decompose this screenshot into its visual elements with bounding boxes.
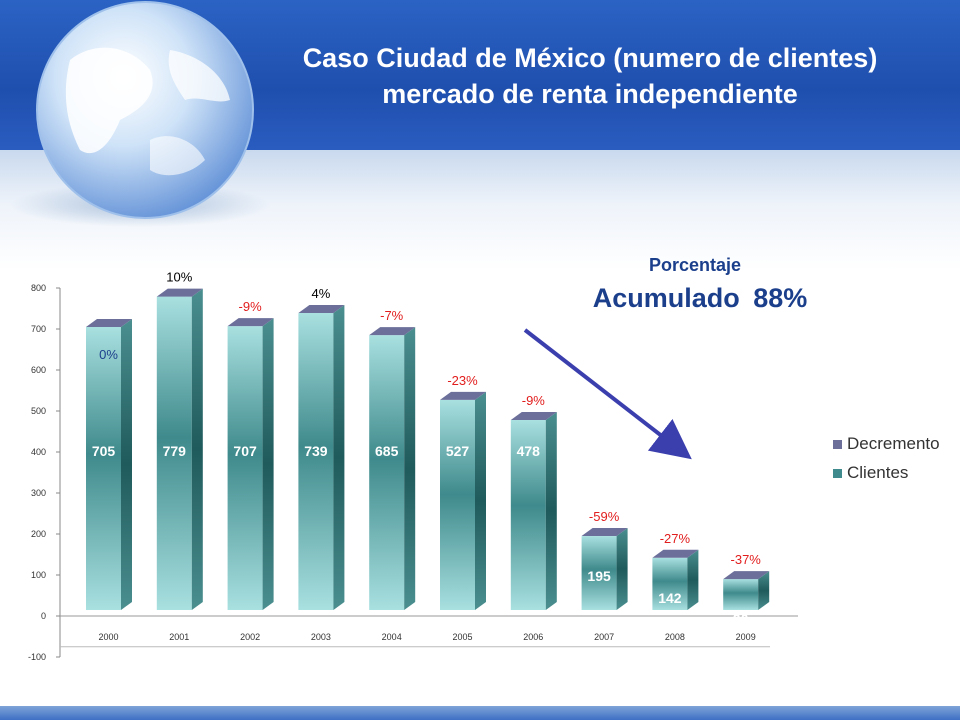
bar-cap-decremento	[723, 571, 770, 580]
bar-value-label: 705	[92, 443, 116, 459]
x-tick-label: 2005	[452, 632, 472, 642]
bar-pct-label: 10%	[166, 270, 192, 285]
bar-side	[333, 305, 345, 610]
trend-arrow	[523, 328, 692, 460]
bar-pct-label: -9%	[522, 393, 546, 408]
bar-value-label: 739	[304, 443, 328, 459]
bar-pct-label: -27%	[660, 531, 691, 546]
x-tick-label: 2009	[736, 632, 756, 642]
footer-bar	[0, 706, 960, 720]
legend-label: Clientes	[847, 463, 908, 482]
legend-swatch	[833, 440, 842, 449]
y-tick-label: 300	[31, 488, 46, 498]
bar-value-label: 685	[375, 443, 399, 459]
bar-value-label: 142	[658, 590, 682, 606]
x-tick-label: 2000	[98, 632, 118, 642]
x-tick-label: 2004	[382, 632, 402, 642]
bar-clientes	[581, 536, 617, 610]
bar-chart: 800 700 600 500 400 300 200 100 0 -100 705 0% 2000 7…	[28, 270, 940, 662]
bar-value-label: 527	[446, 443, 470, 459]
bar-pct-label: 4%	[312, 286, 331, 301]
page-title: Caso Ciudad de México (numero de cliente…	[230, 40, 950, 112]
y-tick-label: 600	[31, 365, 46, 375]
bar-cap-decremento	[156, 288, 203, 297]
x-tick-label: 2001	[169, 632, 189, 642]
y-tick-label: 0	[41, 611, 46, 621]
bar-side	[262, 318, 274, 610]
y-tick-label: 200	[31, 529, 46, 539]
bar-clientes	[369, 335, 405, 610]
y-tick-label: 800	[31, 283, 46, 293]
y-tick-label: -100	[28, 652, 46, 662]
bar-value-label: 779	[163, 443, 187, 459]
annotation-value-pct: 88%	[753, 283, 808, 313]
bar-clientes	[510, 420, 546, 610]
bar-cap-decremento	[652, 549, 699, 558]
bar-side	[191, 288, 203, 610]
legend-label: Decremento	[847, 434, 940, 453]
bar-cap-decremento	[581, 528, 628, 537]
title-line-1: Caso Ciudad de México (numero de cliente…	[302, 43, 878, 73]
legend-swatch	[833, 469, 842, 478]
title-line-2: mercado de renta independiente	[382, 79, 798, 109]
x-tick-label: 2007	[594, 632, 614, 642]
bar-clientes	[652, 557, 688, 610]
bar-cap-decremento	[298, 305, 345, 314]
bar-value-label: 195	[587, 568, 611, 584]
bar-value-label: 707	[233, 443, 257, 459]
x-tick-label: 2008	[665, 632, 685, 642]
bar-side	[404, 327, 416, 610]
annotation-value-word: Acumulado	[592, 283, 740, 313]
bar-clientes	[86, 326, 121, 610]
bar-side	[616, 528, 628, 610]
y-tick-label: 400	[31, 447, 46, 457]
bar-pct-label: -9%	[239, 299, 263, 314]
bar-clientes	[227, 326, 263, 610]
bar-clientes	[298, 313, 334, 610]
bar-side	[687, 549, 699, 610]
globe-icon	[10, 1, 270, 227]
x-tick-label: 2006	[523, 632, 543, 642]
bar-cap-decremento	[86, 318, 132, 327]
bar-pct-label: -37%	[731, 552, 762, 567]
x-tick-label: 2003	[311, 632, 331, 642]
bar-side	[545, 412, 557, 610]
y-tick-label: 100	[31, 570, 46, 580]
y-tick-label: 700	[31, 324, 46, 334]
bar-cap-decremento	[227, 318, 274, 327]
bar-cap-decremento	[440, 391, 486, 400]
bar-pct-label: 0%	[99, 347, 118, 362]
bar-pct-label: -59%	[589, 509, 620, 524]
bar-side	[758, 571, 770, 610]
bar-cap-decremento	[510, 412, 557, 421]
bar-value-label: 90	[733, 611, 749, 627]
bar-clientes	[156, 296, 192, 610]
bar-pct-label: -23%	[447, 373, 478, 388]
x-tick-label: 2002	[240, 632, 260, 642]
bar-side	[121, 318, 132, 610]
bar-clientes	[440, 399, 475, 610]
bar-pct-label: -7%	[380, 308, 404, 323]
y-tick-label: 500	[31, 406, 46, 416]
bar-side	[475, 391, 486, 610]
annotation-label: Porcentaje	[648, 255, 742, 275]
bar-value-label: 478	[517, 443, 541, 459]
bar-cap-decremento	[369, 327, 416, 336]
bar-clientes	[723, 579, 759, 610]
annotation-value: Acumulado 88%	[540, 283, 860, 314]
